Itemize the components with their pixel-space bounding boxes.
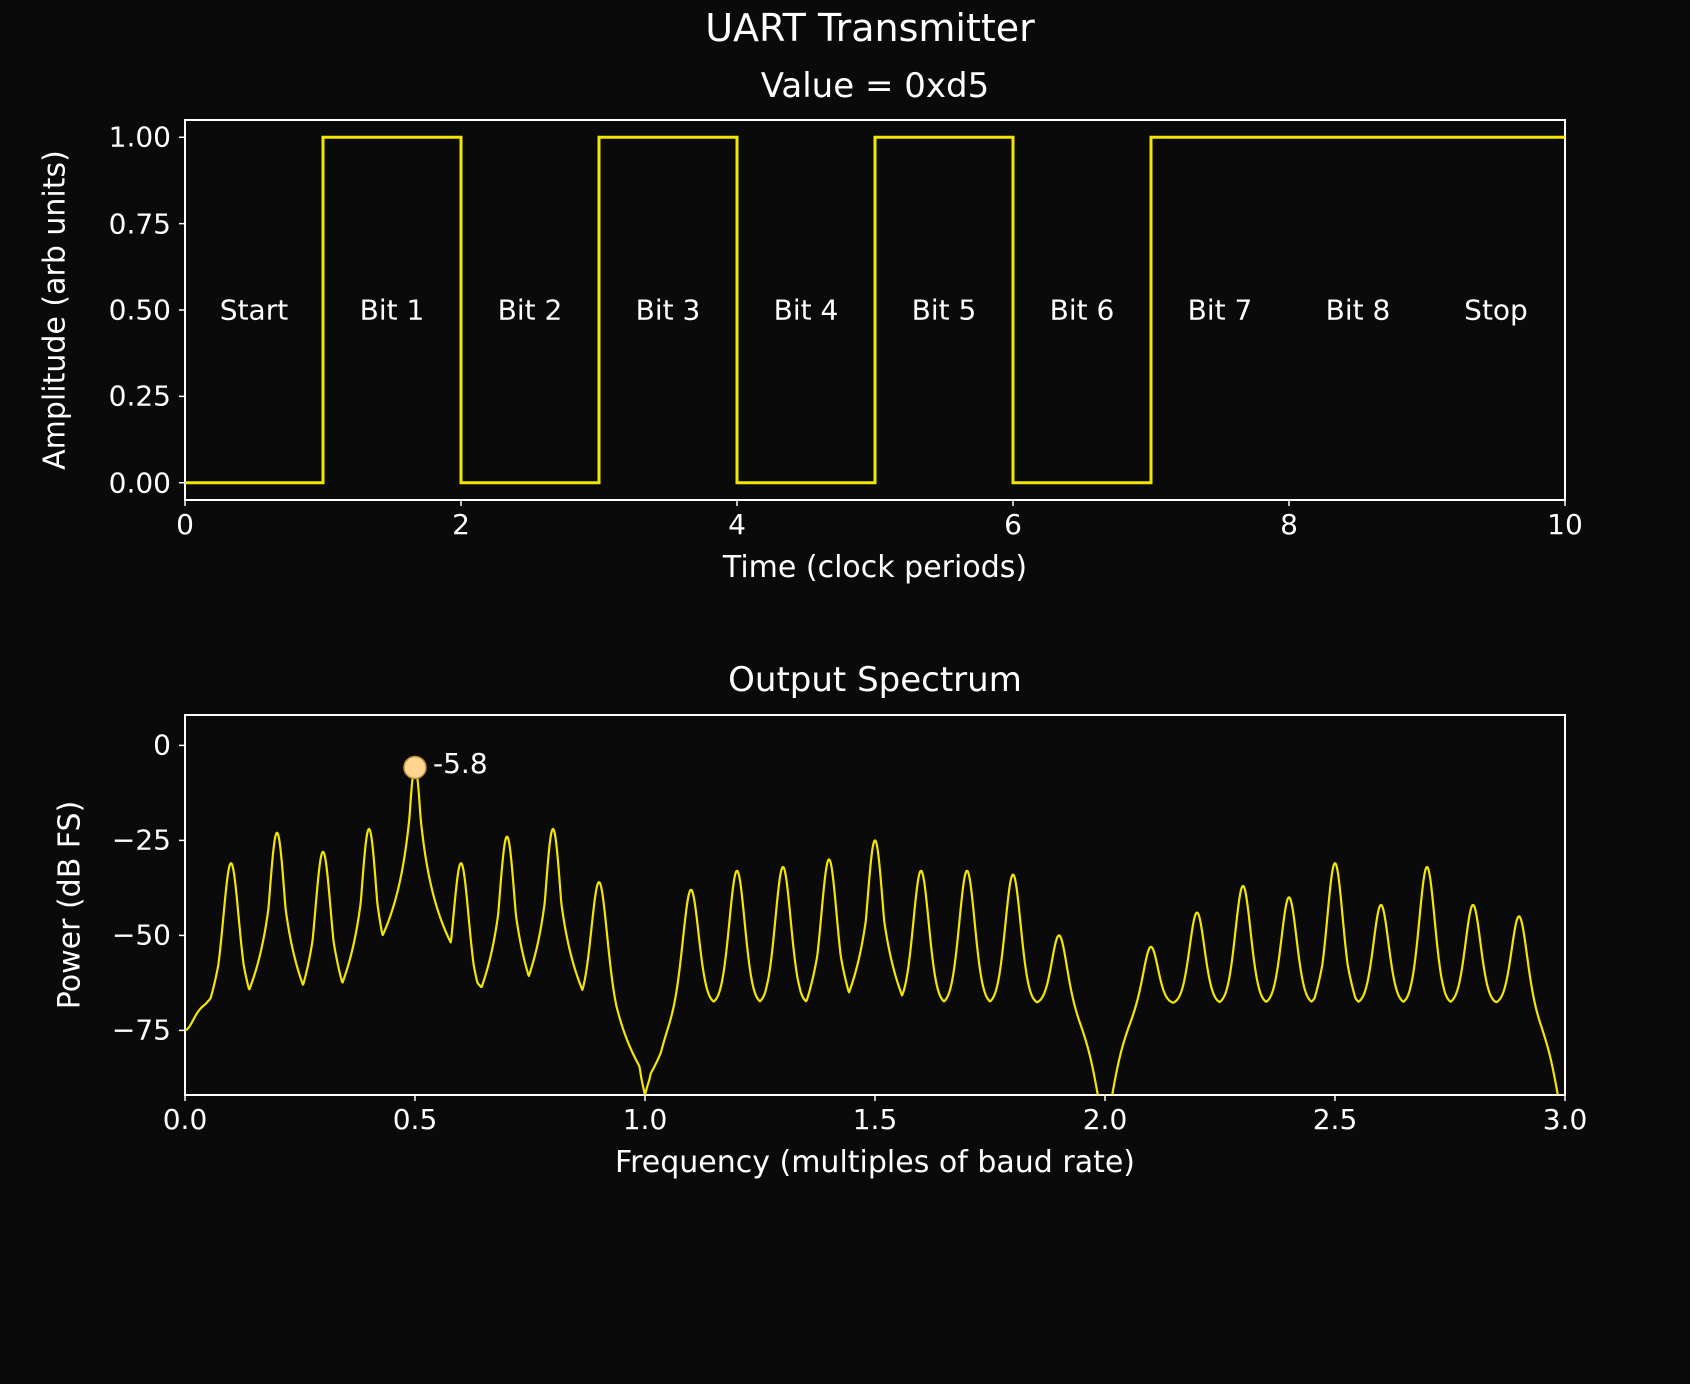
output-spectrum-plot (185, 715, 1565, 1095)
peak-annotation: -5.8 (433, 747, 488, 780)
